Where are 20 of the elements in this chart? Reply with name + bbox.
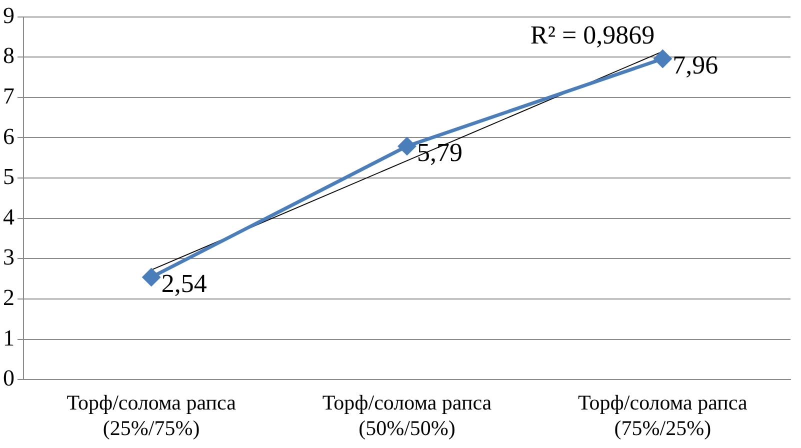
x-tick-label: Торф/солома рапса (75%/25%) xyxy=(578,390,748,440)
data-label: 5,79 xyxy=(417,138,462,168)
y-tick-label: 1 xyxy=(3,325,14,350)
y-tick-label: 4 xyxy=(3,204,15,230)
data-label: 2,54 xyxy=(161,269,207,298)
data-label: 7,96 xyxy=(672,50,718,80)
y-tick-label: 9 xyxy=(3,2,14,28)
y-tick-label: 8 xyxy=(3,43,14,68)
annotation: R² = 0,9869 xyxy=(530,20,655,50)
x-tick-label: Торф/солома рапса (25%/75%) xyxy=(66,390,237,440)
y-tick-label: 7 xyxy=(3,83,14,108)
point xyxy=(142,268,160,286)
point xyxy=(654,50,672,68)
y-tick-label: 3 xyxy=(3,244,14,270)
y-tick-label: 2 xyxy=(3,285,14,310)
y-tick-label: 6 xyxy=(3,124,14,149)
x-tick-label: Торф/солома рапса (50%/50%) xyxy=(322,390,492,440)
point xyxy=(398,137,416,155)
y-tick-label: 5 xyxy=(3,164,14,190)
y-tick-label: 0 xyxy=(3,366,14,391)
